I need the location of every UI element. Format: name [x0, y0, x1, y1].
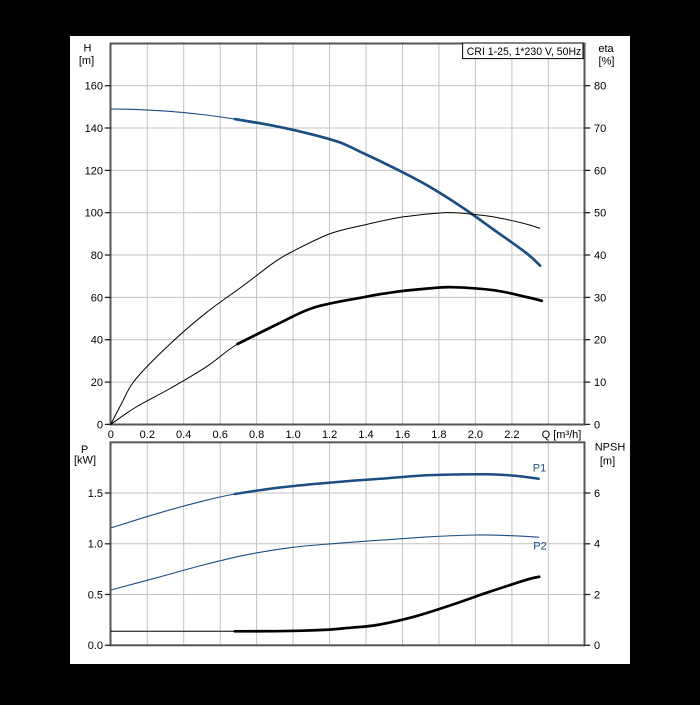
svg-text:10: 10	[594, 377, 606, 389]
svg-text:4: 4	[594, 539, 600, 551]
svg-text:[%]: [%]	[599, 55, 615, 67]
svg-text:H: H	[84, 42, 92, 54]
svg-text:1.8: 1.8	[431, 429, 446, 441]
svg-text:0: 0	[97, 419, 103, 431]
svg-text:70: 70	[594, 123, 606, 135]
svg-text:160: 160	[85, 81, 103, 93]
svg-text:1.5: 1.5	[88, 488, 103, 500]
svg-text:20: 20	[594, 335, 606, 347]
svg-text:0: 0	[594, 419, 600, 431]
svg-text:50: 50	[594, 208, 606, 220]
svg-text:CRI 1-25, 1*230 V, 50Hz: CRI 1-25, 1*230 V, 50Hz	[467, 46, 582, 58]
svg-text:0.6: 0.6	[213, 429, 228, 441]
svg-text:100: 100	[85, 208, 103, 220]
svg-text:120: 120	[85, 165, 103, 177]
svg-text:80: 80	[594, 81, 606, 93]
svg-text:60: 60	[594, 165, 606, 177]
svg-text:0.4: 0.4	[176, 429, 191, 441]
svg-text:eta: eta	[598, 43, 614, 55]
svg-text:1.6: 1.6	[395, 429, 410, 441]
svg-text:0.5: 0.5	[88, 589, 103, 601]
svg-text:0.0: 0.0	[88, 640, 103, 652]
svg-text:40: 40	[91, 335, 103, 347]
svg-text:P: P	[81, 444, 88, 456]
svg-text:30: 30	[594, 292, 606, 304]
svg-text:NPSH: NPSH	[595, 442, 626, 454]
svg-text:1.0: 1.0	[88, 539, 103, 551]
svg-text:P2: P2	[533, 540, 546, 552]
svg-text:2: 2	[594, 589, 600, 601]
svg-text:140: 140	[85, 123, 103, 135]
svg-text:Q [m³/h]: Q [m³/h]	[542, 429, 582, 441]
svg-text:2.0: 2.0	[468, 429, 483, 441]
svg-text:0: 0	[108, 429, 114, 441]
svg-text:80: 80	[91, 250, 103, 262]
svg-text:[m]: [m]	[79, 55, 94, 67]
svg-text:[m]: [m]	[600, 455, 615, 467]
svg-text:2.2: 2.2	[504, 429, 519, 441]
svg-text:20: 20	[91, 377, 103, 389]
svg-text:0: 0	[594, 640, 600, 652]
svg-text:1.0: 1.0	[285, 429, 300, 441]
svg-text:6: 6	[594, 488, 600, 500]
svg-text:0.2: 0.2	[140, 429, 155, 441]
svg-text:0.8: 0.8	[249, 429, 264, 441]
svg-text:40: 40	[594, 250, 606, 262]
svg-text:1.4: 1.4	[358, 429, 373, 441]
svg-text:P1: P1	[533, 463, 546, 475]
svg-text:60: 60	[91, 292, 103, 304]
svg-text:[kW]: [kW]	[74, 454, 96, 466]
svg-text:1.2: 1.2	[322, 429, 337, 441]
